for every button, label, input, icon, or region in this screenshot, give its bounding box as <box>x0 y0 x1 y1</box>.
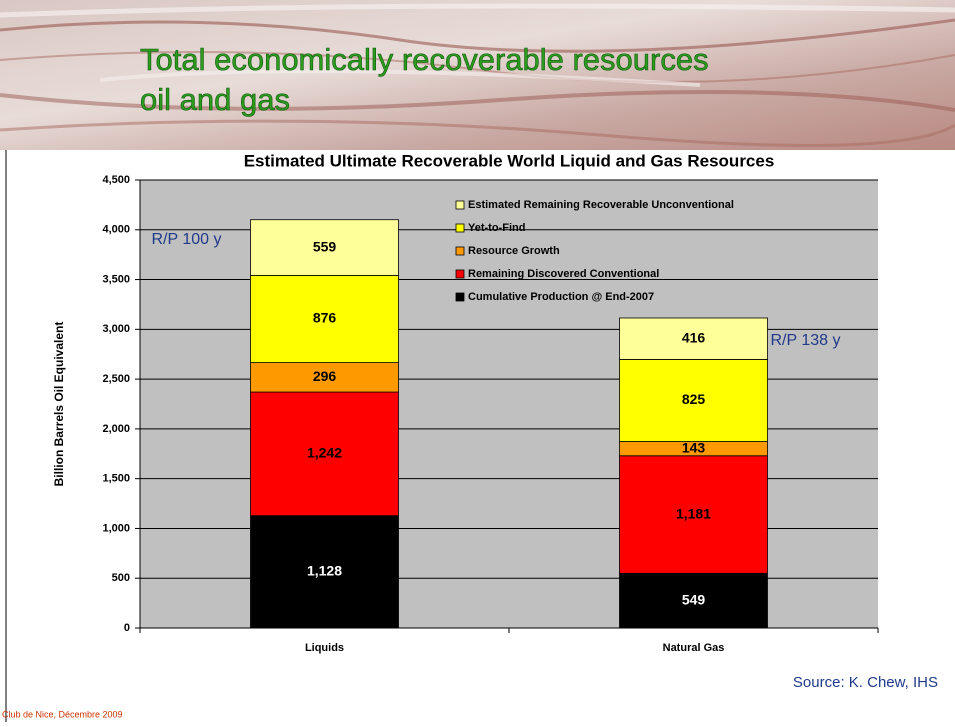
y-tick-label: 1,000 <box>102 522 130 534</box>
plot: 0 500 1,000 1,500 2,000 2,500 3,000 3,500 4,000 4… <box>102 174 879 654</box>
y-tick-label: 3,000 <box>102 323 130 335</box>
source: Source: K. Chew, IHS <box>793 674 938 691</box>
y-tick-label: 2,500 <box>102 373 130 385</box>
header-texture <box>0 0 955 150</box>
bar-segment <box>619 572 768 629</box>
data-label: 143 <box>682 439 706 455</box>
y-tick-label: 4,500 <box>102 174 130 186</box>
data-label: 559 <box>313 238 337 254</box>
data-label: 876 <box>313 310 337 326</box>
bar-segment <box>250 515 399 629</box>
data-label: 1,128 <box>307 563 342 579</box>
bar-segment <box>250 274 399 363</box>
annotation: R/P 138 y <box>771 332 841 349</box>
legend-label: Resource Growth <box>468 245 560 257</box>
bar-segment <box>619 317 768 360</box>
slide-title: Total economically recoverable resources <box>140 42 709 77</box>
y-tick-label: 3,500 <box>102 273 130 285</box>
data-label: 296 <box>313 368 337 384</box>
legend-label: Yet-to-Find <box>468 222 525 234</box>
bar-segment <box>250 219 399 276</box>
legend-swatch <box>455 292 465 302</box>
x-tick-label: Liquids <box>305 642 344 654</box>
y-tick-label: 1,500 <box>102 473 130 485</box>
legend-swatch <box>455 269 465 279</box>
legend-label: Cumulative Production @ End-2007 <box>468 291 654 303</box>
data-label: 1,181 <box>676 505 711 521</box>
chart-title: Estimated Ultimate Recoverable World Liq… <box>244 151 775 170</box>
y-tick-label: 500 <box>112 572 130 584</box>
legend-swatch <box>455 223 465 233</box>
legend-label: Estimated Remaining Recoverable Unconven… <box>468 199 734 211</box>
y-tick-label: 2,000 <box>102 423 130 435</box>
data-label: 549 <box>682 591 706 607</box>
data-label: 825 <box>682 391 706 407</box>
legend-label: Remaining Discovered Conventional <box>468 268 659 280</box>
legend-swatch <box>455 246 465 256</box>
data-label: 1,242 <box>307 445 342 461</box>
x-tick-label: Natural Gas <box>663 642 725 654</box>
footer: Club de Nice, Décembre 2009 <box>2 709 123 719</box>
y-tick-label: 0 <box>124 622 130 634</box>
annotation: R/P 100 y <box>152 231 222 248</box>
bar-segment <box>250 391 399 517</box>
bar-segment <box>619 455 768 574</box>
y-tick-label: 4,000 <box>102 224 130 236</box>
slide-title: oil and gas <box>140 82 290 117</box>
legend-swatch <box>455 200 465 210</box>
data-label: 416 <box>682 329 706 345</box>
y-axis-label: Billion Barrels Oil Equivalent <box>52 322 66 487</box>
